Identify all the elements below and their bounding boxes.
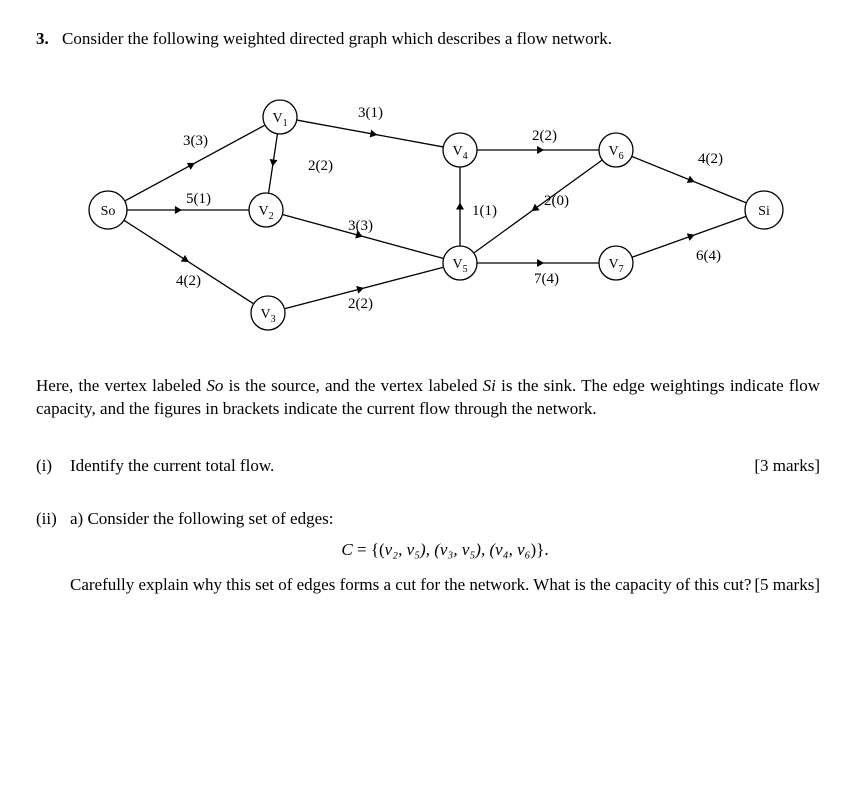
svg-text:3(1): 3(1) [358, 105, 383, 121]
question-ii-label: (ii) [36, 508, 70, 531]
eq-pairs: v₂, v₅), (v₃, v₅), (v₄, v₆ [385, 540, 531, 559]
question-i: (i) Identify the current total flow. [3 … [36, 455, 820, 478]
svg-text:7(4): 7(4) [534, 271, 559, 287]
eq-close: )}. [531, 540, 549, 559]
desc-text: is the source, and the vertex labeled [223, 376, 482, 395]
problem-header: 3. Consider the following weighted direc… [36, 28, 820, 51]
svg-text:1(1): 1(1) [472, 203, 497, 219]
svg-text:2(2): 2(2) [532, 128, 557, 144]
question-i-marks: [3 marks] [754, 455, 820, 478]
description-paragraph: Here, the vertex labeled So is the sourc… [36, 375, 820, 421]
question-ii: (ii) a) Consider the following set of ed… [36, 508, 820, 597]
svg-text:2(2): 2(2) [308, 158, 333, 174]
svg-text:3(3): 3(3) [348, 218, 373, 234]
problem-intro: Consider the following weighted directed… [62, 28, 820, 51]
eq-lhs: C [341, 540, 352, 559]
desc-text: Here, the vertex labeled [36, 376, 206, 395]
desc-so: So [206, 376, 223, 395]
svg-text:5(1): 5(1) [186, 191, 211, 207]
question-ii-sublabel: a) [70, 509, 83, 528]
question-ii-lead: Consider the following set of edges: [87, 509, 333, 528]
question-i-label: (i) [36, 455, 70, 478]
question-i-text: Identify the current total flow. [70, 456, 274, 475]
svg-text:3(3): 3(3) [183, 133, 208, 149]
cut-equation: C = {(v₂, v₅), (v₃, v₅), (v₄, v₆)}. [70, 539, 820, 562]
svg-text:2(0): 2(0) [544, 193, 569, 209]
svg-text:4(2): 4(2) [176, 273, 201, 289]
question-ii-explain: Carefully explain why this set of edges … [70, 575, 751, 594]
desc-si: Si [483, 376, 496, 395]
svg-text:2(2): 2(2) [348, 296, 373, 312]
eq-open: {( [371, 540, 385, 559]
question-ii-marks: [5 marks] [754, 574, 820, 597]
svg-text:So: So [101, 204, 116, 219]
svg-text:6(4): 6(4) [696, 248, 721, 264]
problem-number: 3. [36, 28, 62, 51]
svg-text:4(2): 4(2) [698, 151, 723, 167]
svg-text:Si: Si [758, 204, 770, 219]
flow-network-graph: 3(3) 5(1) 4(2) 2(2) 3(1) 3(3) 2(2) 1(1) 2(2) 2(0)… [58, 75, 798, 345]
eq-eq: = [353, 540, 371, 559]
